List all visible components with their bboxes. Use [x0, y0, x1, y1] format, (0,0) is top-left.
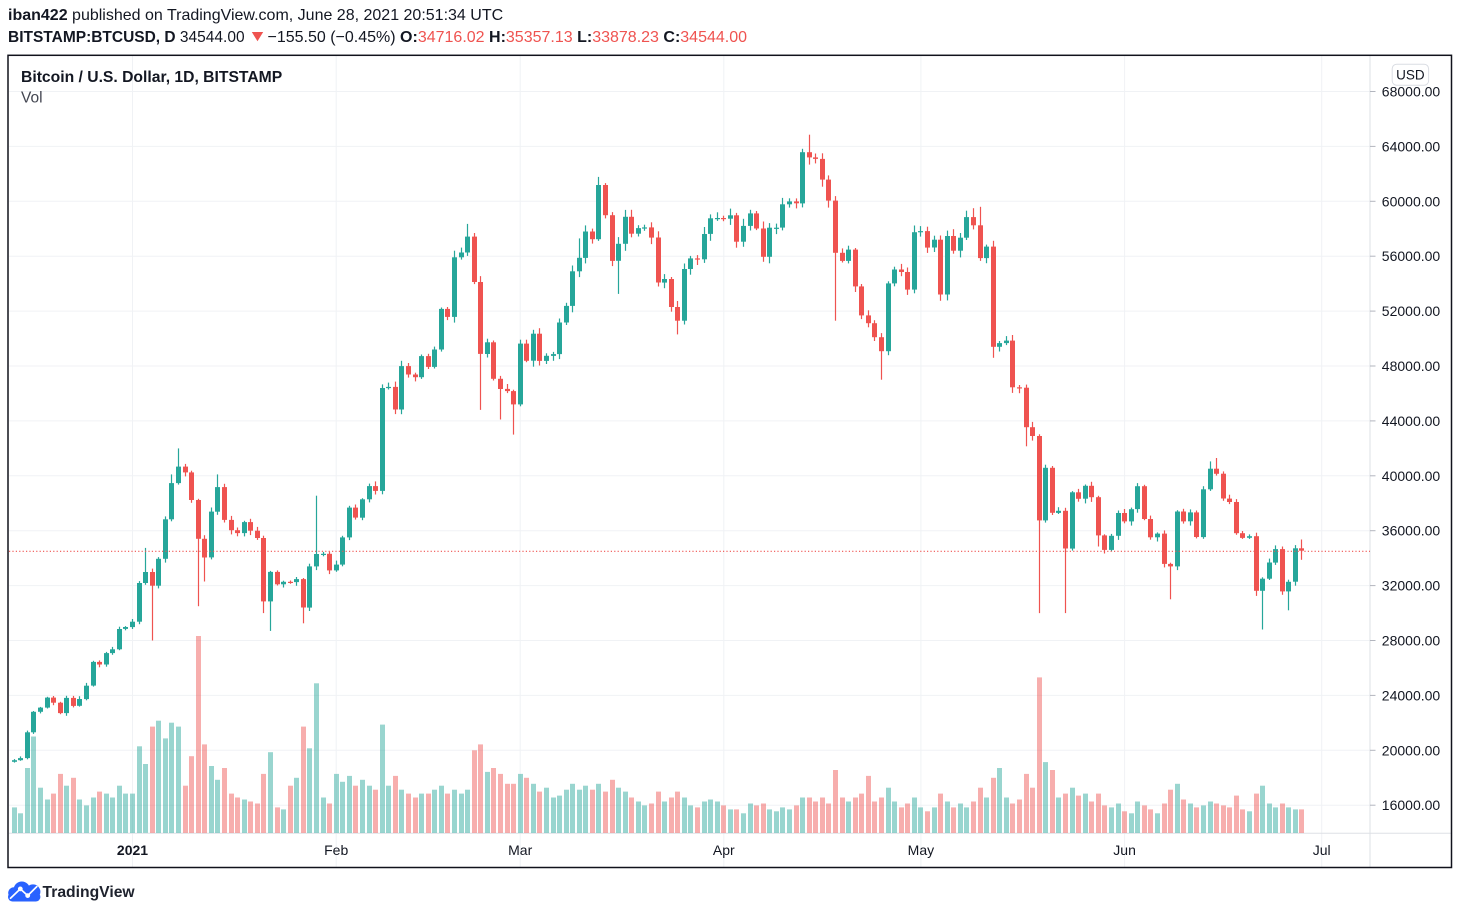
svg-text:Jun: Jun: [1113, 842, 1136, 858]
svg-text:16000.00: 16000.00: [1382, 797, 1441, 813]
svg-text:68000.00: 68000.00: [1382, 84, 1441, 100]
svg-text:52000.00: 52000.00: [1382, 303, 1441, 319]
svg-text:24000.00: 24000.00: [1382, 687, 1441, 703]
svg-text:Feb: Feb: [324, 842, 348, 858]
svg-text:60000.00: 60000.00: [1382, 193, 1441, 209]
svg-text:56000.00: 56000.00: [1382, 248, 1441, 264]
svg-text:Vol: Vol: [21, 90, 43, 107]
svg-text:20000.00: 20000.00: [1382, 742, 1441, 758]
svg-text:48000.00: 48000.00: [1382, 358, 1441, 374]
svg-text:32000.00: 32000.00: [1382, 578, 1441, 594]
svg-text:May: May: [908, 842, 934, 858]
svg-text:40000.00: 40000.00: [1382, 468, 1441, 484]
svg-text:−155.50 (−0.45%) O:34716.02 H:: −155.50 (−0.45%) O:34716.02 H:35357.13 L…: [268, 29, 748, 46]
svg-text:36000.00: 36000.00: [1382, 523, 1441, 539]
svg-text:Jul: Jul: [1313, 842, 1331, 858]
svg-text:Bitcoin / U.S. Dollar, 1D, BIT: Bitcoin / U.S. Dollar, 1D, BITSTAMP: [21, 69, 282, 86]
svg-text:Apr: Apr: [713, 842, 735, 858]
svg-text:28000.00: 28000.00: [1382, 633, 1441, 649]
svg-text:44000.00: 44000.00: [1382, 413, 1441, 429]
svg-text:TradingView: TradingView: [43, 884, 136, 901]
svg-text:USD: USD: [1396, 68, 1425, 83]
svg-text:iban422 published on TradingVi: iban422 published on TradingView.com, Ju…: [8, 7, 503, 24]
svg-text:Mar: Mar: [508, 842, 532, 858]
svg-text:BITSTAMP:BTCUSD, D 34544.00: BITSTAMP:BTCUSD, D 34544.00: [8, 29, 245, 46]
svg-text:64000.00: 64000.00: [1382, 138, 1441, 154]
svg-text:2021: 2021: [117, 842, 148, 858]
